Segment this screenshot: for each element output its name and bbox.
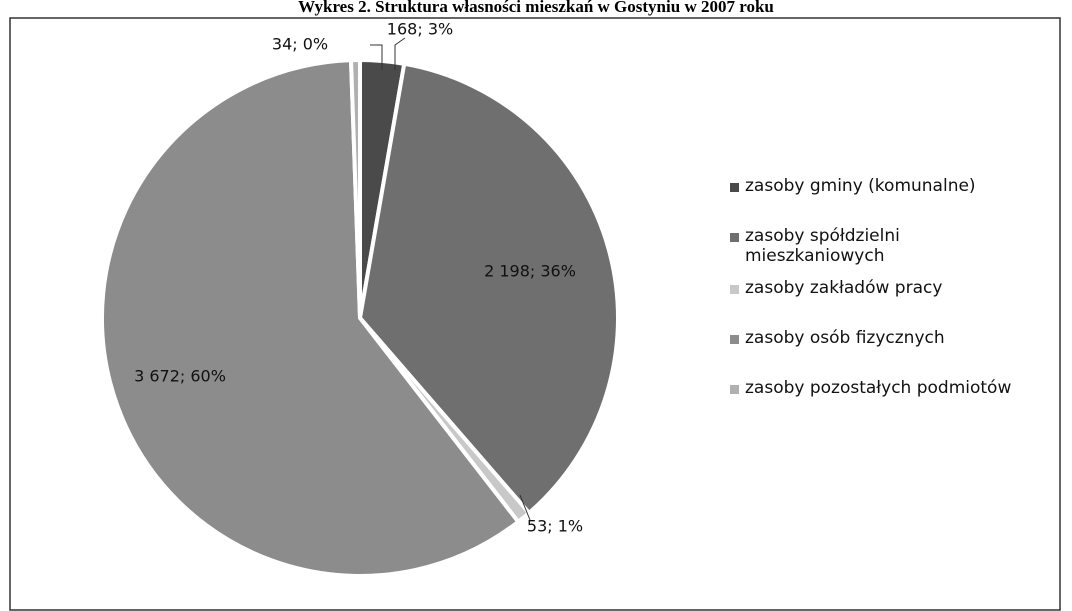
leader-line	[519, 494, 531, 521]
pie-slice	[348, 57, 362, 319]
data-label: 34; 0%	[272, 35, 328, 54]
legend-swatch	[730, 385, 739, 394]
pie-slice	[357, 61, 620, 516]
legend-swatch	[730, 233, 739, 242]
legend-swatch	[730, 335, 739, 344]
legend-swatch	[730, 183, 739, 192]
legend-label: zasoby osób fizycznych	[745, 328, 945, 348]
data-labels: 168; 3% 2 198; 36% 53; 1% 3 672; 60% 34; 0%	[134, 20, 583, 536]
legend-label: zasoby zakładów pracy	[745, 278, 943, 298]
legend-item: zasoby spółdzielni mieszkaniowych	[730, 226, 950, 278]
data-label: 53; 1%	[527, 517, 583, 536]
leader-line	[370, 44, 383, 70]
legend-swatch	[730, 285, 739, 294]
legend-label: zasoby gminy (komunalne)	[745, 176, 976, 196]
pie	[100, 57, 620, 578]
legend-item: zasoby osób fizycznych	[730, 328, 1060, 378]
leader-line	[394, 37, 406, 70]
data-label: 168; 3%	[387, 20, 453, 39]
pie-slice	[100, 58, 522, 578]
chart-frame	[9, 17, 1061, 611]
legend-label: zasoby spółdzielni mieszkaniowych	[745, 226, 900, 266]
chart-title: Wykres 2. Struktura własności mieszkań w…	[298, 0, 774, 16]
legend-item: zasoby gminy (komunalne)	[730, 176, 1060, 226]
legend: zasoby gminy (komunalne) zasoby spółdziel…	[730, 176, 1060, 428]
legend-item: zasoby zakładów pracy	[730, 278, 1060, 328]
legend-label: zasoby pozostałych podmiotów	[745, 378, 1012, 398]
data-label: 3 672; 60%	[134, 367, 226, 386]
legend-item: zasoby pozostałych podmiotów	[730, 378, 1060, 428]
data-label: 2 198; 36%	[484, 262, 576, 281]
